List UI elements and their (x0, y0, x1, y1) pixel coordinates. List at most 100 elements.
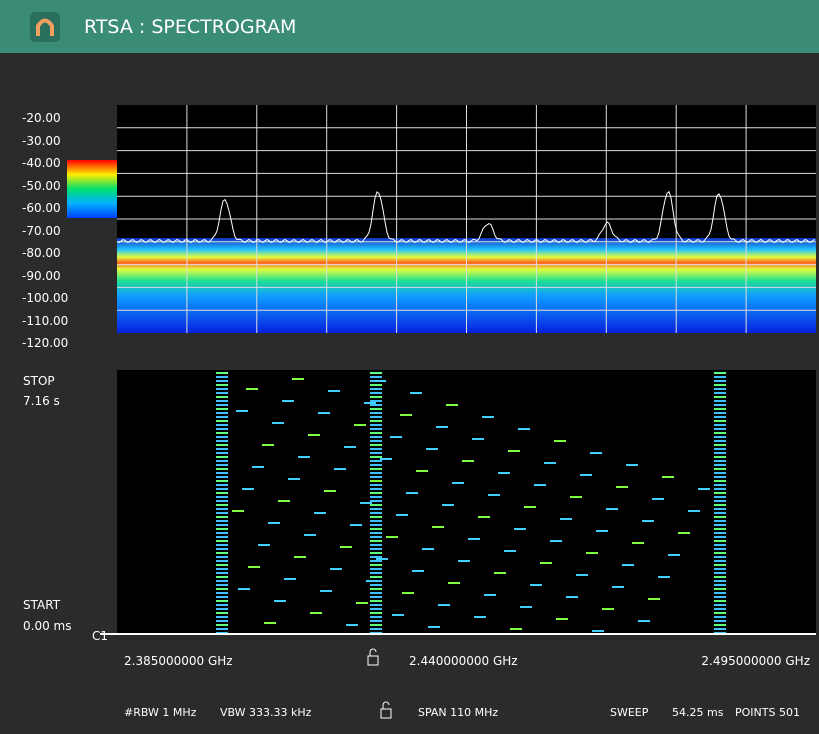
hop-dash (356, 602, 368, 604)
lock-icon[interactable] (380, 701, 392, 719)
signal-dash (216, 452, 228, 454)
signal-dash (370, 436, 382, 438)
signal-dash (714, 616, 726, 618)
hop-dash (438, 604, 450, 606)
hop-dash (504, 550, 516, 552)
signal-dash (714, 508, 726, 510)
signal-dash (216, 380, 228, 382)
hop-dash (662, 476, 674, 478)
signal-dash (370, 412, 382, 414)
hop-dash (668, 554, 680, 556)
hop-dash (442, 504, 454, 506)
signal-dash (216, 492, 228, 494)
signal-dash (370, 600, 382, 602)
hop-dash (612, 586, 624, 588)
signal-dash (370, 496, 382, 498)
hop-dash (278, 500, 290, 502)
signal-dash (216, 480, 228, 482)
signal-dash (370, 572, 382, 574)
start-time: 0.00 ms (23, 619, 72, 633)
signal-dash (216, 396, 228, 398)
signal-dash (216, 556, 228, 558)
hop-dash (602, 608, 614, 610)
hop-dash (426, 448, 438, 450)
signal-dash (370, 604, 382, 606)
y-axis-label: -120.00 (22, 336, 69, 350)
signal-dash (216, 548, 228, 550)
signal-dash (216, 476, 228, 478)
hop-dash (446, 404, 458, 406)
signal-dash (714, 376, 726, 378)
signal-dash (370, 460, 382, 462)
hop-dash (508, 450, 520, 452)
signal-dash (714, 540, 726, 542)
app-icon[interactable] (30, 12, 60, 42)
signal-dash (370, 456, 382, 458)
y-axis-label: -100.00 (22, 291, 69, 305)
trace-line (116, 190, 816, 244)
signal-dash (216, 496, 228, 498)
hop-dash (550, 540, 562, 542)
y-axis-label: -90.00 (22, 268, 61, 283)
signal-dash (216, 488, 228, 490)
signal-dash (370, 420, 382, 422)
signal-dash (714, 456, 726, 458)
stop-frequency: 2.495000000 GHz (701, 654, 810, 668)
signal-dash (370, 376, 382, 378)
signal-dash (714, 472, 726, 474)
signal-dash (370, 612, 382, 614)
signal-dash (216, 376, 228, 378)
signal-dash (714, 432, 726, 434)
signal-dash (714, 512, 726, 514)
signal-dash (216, 456, 228, 458)
signal-dash (370, 432, 382, 434)
hop-dash (248, 566, 260, 568)
hop-dash (468, 538, 480, 540)
span[interactable]: SPAN 110 MHz (418, 706, 499, 719)
signal-dash (216, 576, 228, 578)
hop-dash (428, 626, 440, 628)
signal-dash (370, 516, 382, 518)
signal-dash (714, 476, 726, 478)
hop-dash (658, 576, 670, 578)
signal-dash (216, 464, 228, 466)
hop-dash (318, 412, 330, 414)
signal-dash (714, 592, 726, 594)
y-axis-label: -110.00 (22, 313, 69, 328)
lock-icon[interactable] (367, 648, 379, 666)
sweep-time[interactable]: 54.25 ms (672, 706, 724, 719)
hop-dash (544, 462, 556, 464)
signal-dash (370, 392, 382, 394)
signal-dash (216, 412, 228, 414)
y-axis-label: -80.00 (22, 246, 61, 260)
hop-dash (366, 580, 378, 582)
y-axis-label: -60.00 (22, 201, 61, 215)
signal-dash (216, 528, 228, 530)
signal-dash (370, 560, 382, 562)
sweep[interactable]: SWEEP (610, 706, 649, 719)
hop-dash (652, 498, 664, 500)
hop-dash (678, 532, 690, 534)
signal-dash (370, 536, 382, 538)
hop-dash (374, 380, 386, 382)
hop-dash (406, 492, 418, 494)
y-axis-label: -30.00 (22, 133, 61, 148)
hop-dash (232, 510, 244, 512)
header-bar: RTSA : SPECTROGRAM (0, 0, 819, 53)
hop-dash (488, 494, 500, 496)
hop-dash (238, 588, 250, 590)
signal-dash (216, 500, 228, 502)
hop-dash (402, 592, 414, 594)
signal-dash (216, 616, 228, 618)
hop-dash (560, 518, 572, 520)
signal-dash (370, 424, 382, 426)
signal-dash (216, 420, 228, 422)
rbw[interactable]: #RBW 1 MHz (124, 706, 197, 719)
vbw[interactable]: VBW 333.33 kHz (220, 706, 312, 719)
hop-dash (308, 434, 320, 436)
signal-dash (714, 596, 726, 598)
hop-dash (688, 510, 700, 512)
points[interactable]: POINTS 501 (735, 706, 800, 719)
hop-dash (534, 484, 546, 486)
hop-dash (412, 570, 424, 572)
